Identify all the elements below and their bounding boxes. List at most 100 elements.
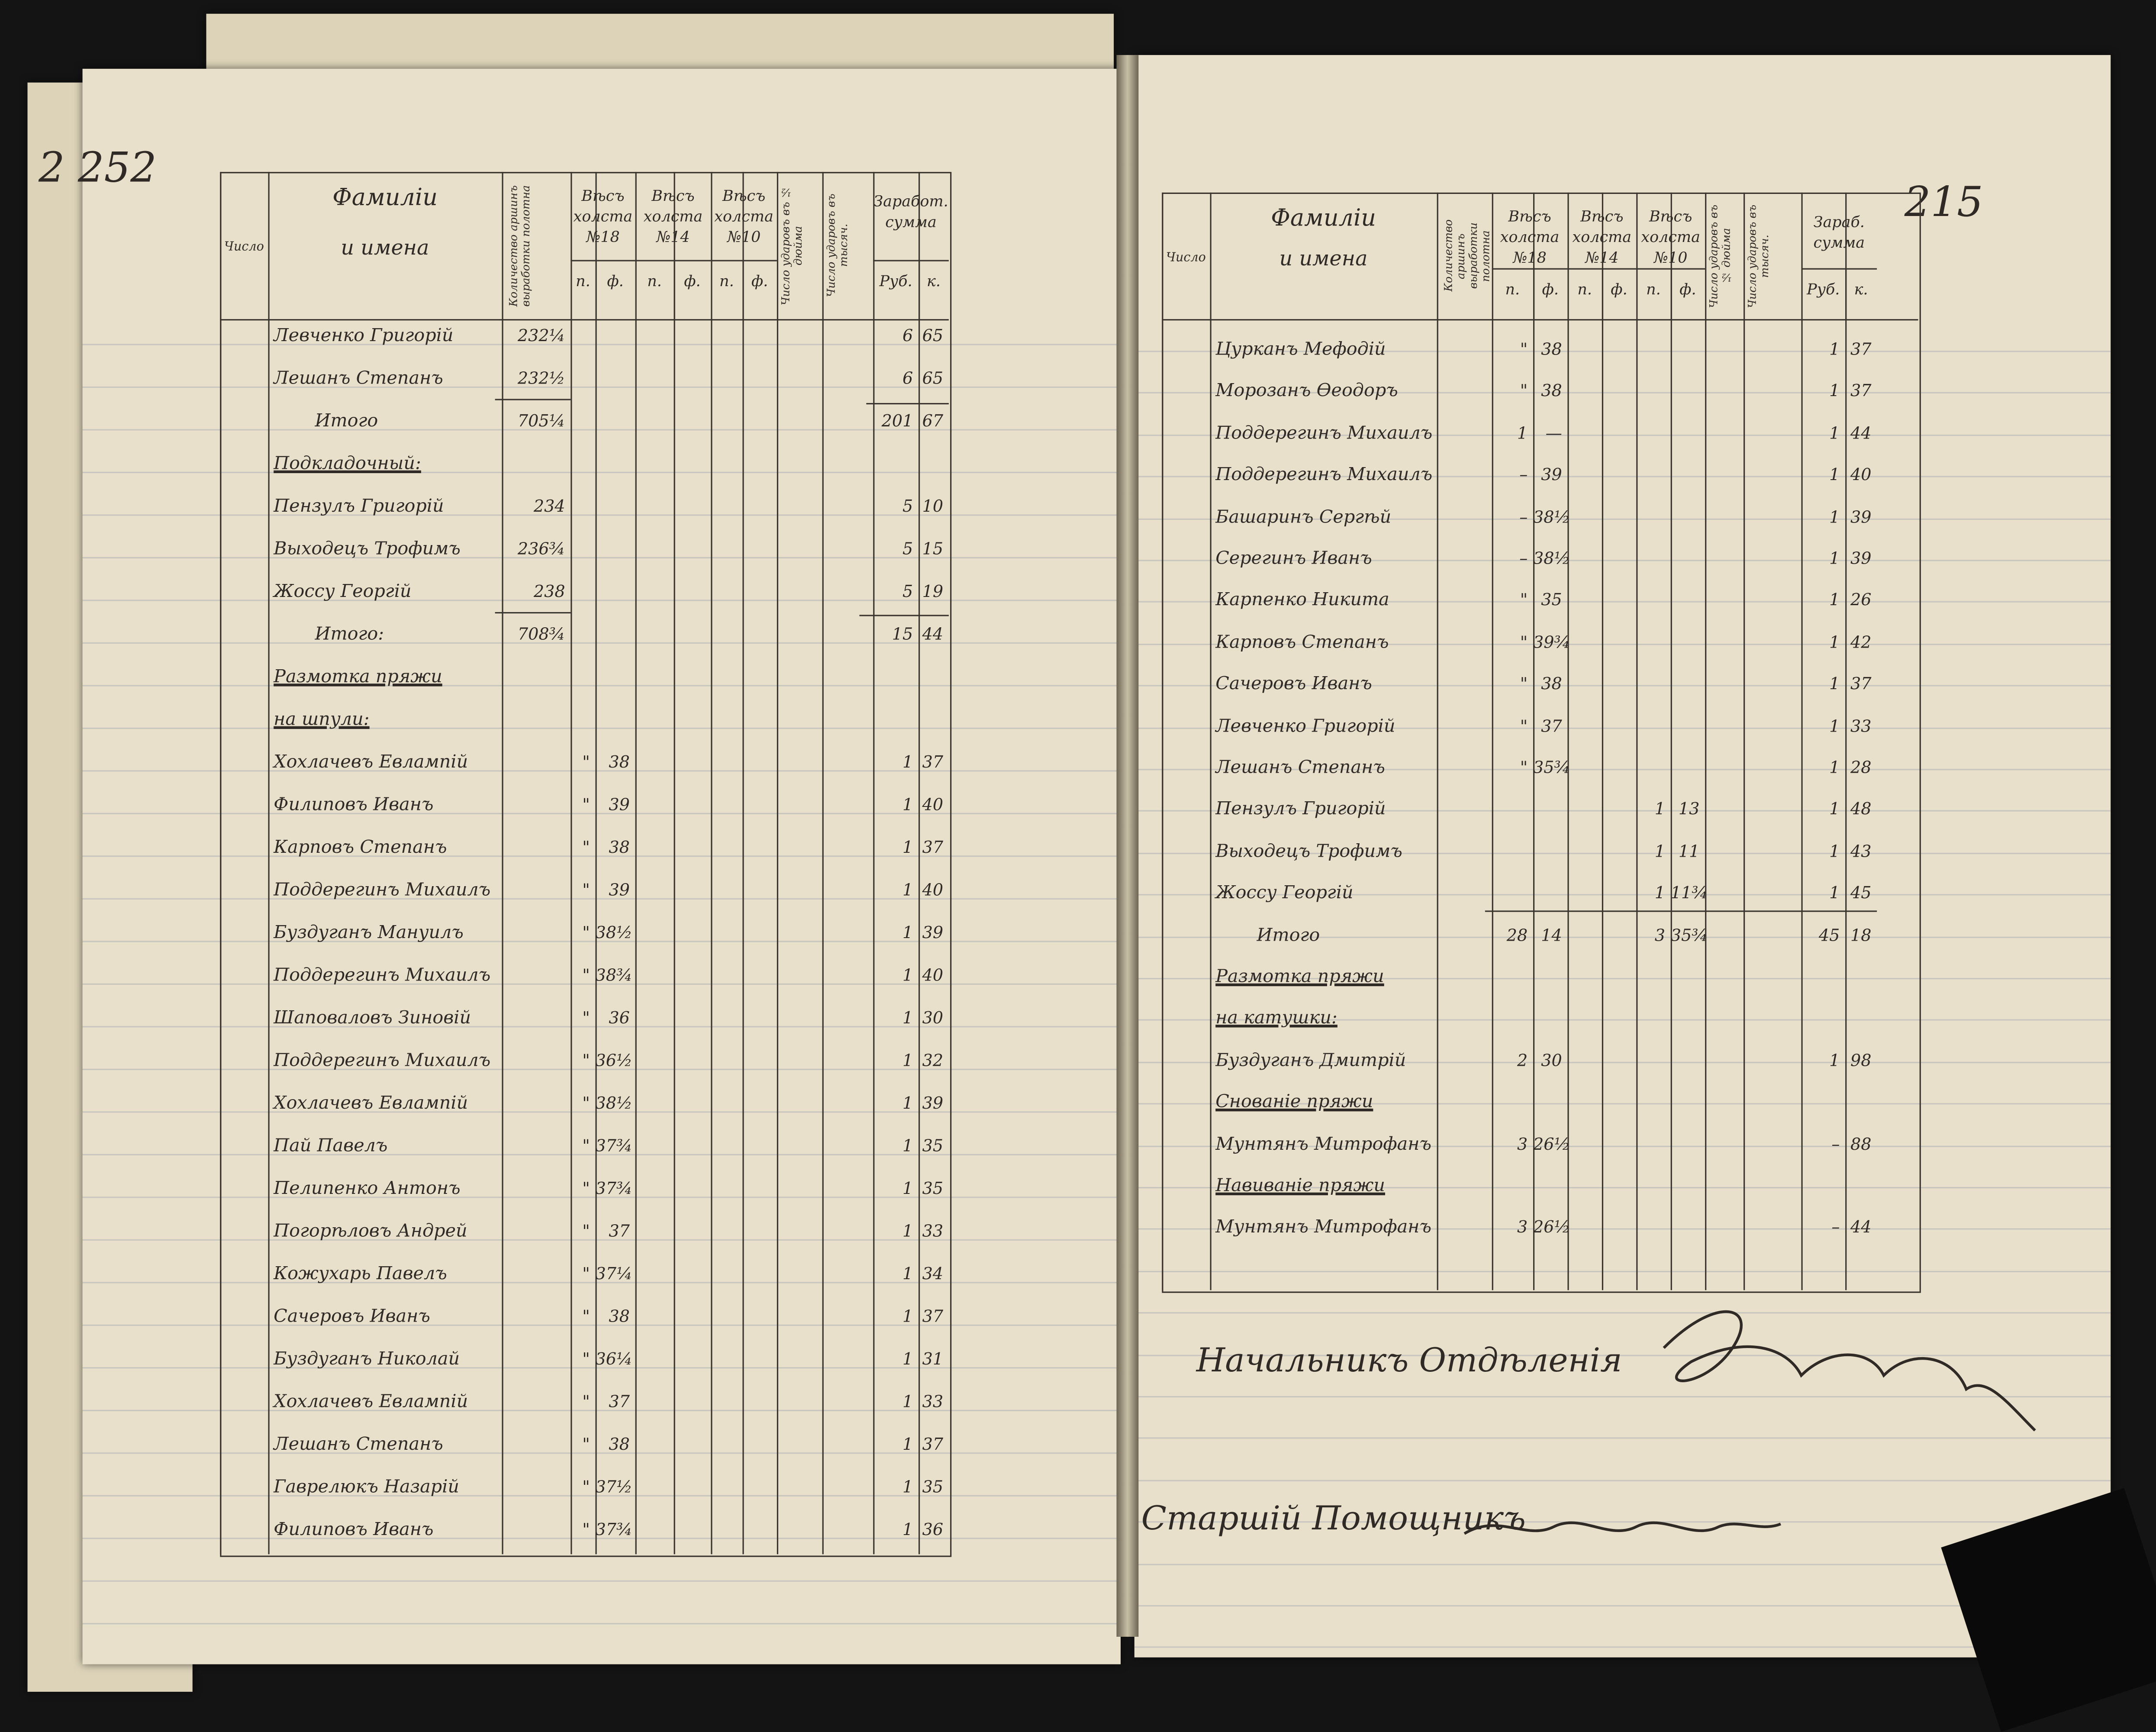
signature-assistant-label: Старшiй Помощникъ xyxy=(1141,1499,1526,1538)
left-page xyxy=(82,68,1121,1664)
column-rule xyxy=(1845,192,1847,1290)
column-rule xyxy=(1210,192,1212,1290)
subcolumn-rule xyxy=(918,260,920,319)
earnings-kop: 37 xyxy=(1850,381,1872,401)
earnings-rub: 1 xyxy=(902,1178,913,1198)
header-sub_p: п. xyxy=(1577,281,1592,299)
header-strikes-thousand: Число ударовъ въ тысяч. xyxy=(1746,204,1771,308)
earnings-rub: 1 xyxy=(902,795,913,814)
earnings-kop: 33 xyxy=(1850,716,1872,735)
weight18-funt: 26½ xyxy=(1533,1134,1570,1154)
arshin-value: 236¾ xyxy=(517,539,565,558)
earnings-rub: 1 xyxy=(1829,841,1840,861)
weight10-pud: 1 xyxy=(1654,883,1665,903)
ruled-line xyxy=(82,685,1121,687)
earnings-kop: 40 xyxy=(922,965,944,985)
weight18-funt: 30 xyxy=(1541,1050,1562,1070)
earnings-rub: 5 xyxy=(902,581,913,601)
ruled-line xyxy=(82,1367,1121,1369)
ruled-line xyxy=(82,898,1121,900)
weight18-pud: " xyxy=(582,1136,590,1155)
header-divider xyxy=(1162,319,1918,321)
earnings-rub: 1 xyxy=(902,1264,913,1284)
subheader-divider xyxy=(873,260,949,262)
weight18-pud: – xyxy=(1519,465,1528,485)
worker-name: Сачеровъ Иванъ xyxy=(274,1306,430,1328)
header-rub: Руб. xyxy=(879,272,912,291)
section-heading: на шпули: xyxy=(274,710,370,731)
ruled-line xyxy=(1134,936,2111,938)
weight18-pud: " xyxy=(1520,674,1528,693)
subcolumn-rule xyxy=(1602,268,1604,319)
weight18-pud: " xyxy=(582,922,590,942)
right-page xyxy=(1134,55,2111,1658)
earnings-kop: 19 xyxy=(922,581,944,601)
column-rule xyxy=(777,172,779,1555)
header-names: и имена xyxy=(341,235,429,260)
earnings-kop: 32 xyxy=(922,1051,944,1070)
weight18-funt: 38½ xyxy=(595,922,632,942)
earnings-rub: 1 xyxy=(902,1306,913,1326)
ruled-line xyxy=(1134,1563,2111,1565)
worker-name: Поддерегинъ Михаилъ xyxy=(1215,423,1433,444)
subheader-divider xyxy=(1492,268,1568,270)
ruled-line xyxy=(82,983,1121,985)
total-underline xyxy=(866,403,949,405)
earnings-rub: 1 xyxy=(902,1008,913,1028)
earnings-kop: 36 xyxy=(922,1519,944,1539)
earnings-rub: 1 xyxy=(902,1477,913,1497)
worker-name: Хохлачевъ Евлампiй xyxy=(274,1093,468,1114)
arshin-value: 705¼ xyxy=(517,411,565,431)
ruled-line xyxy=(1134,560,2111,561)
header-sub_p: п. xyxy=(647,272,662,291)
earnings-kop: 33 xyxy=(922,1221,944,1241)
ruled-line xyxy=(1134,518,2111,519)
weight18-pud: " xyxy=(582,1434,590,1454)
ruled-line xyxy=(1134,1145,2111,1147)
column-rule xyxy=(918,172,920,1555)
ruled-line xyxy=(82,1452,1121,1454)
total-underline xyxy=(1485,910,1877,912)
subcolumn-rule xyxy=(674,260,675,319)
worker-name: Филиповъ Иванъ xyxy=(274,1519,434,1541)
earnings-rub: 1 xyxy=(1829,758,1840,777)
earnings-rub: 1 xyxy=(1829,381,1840,401)
earnings-kop: 48 xyxy=(1850,800,1872,819)
earnings-kop: 39 xyxy=(1850,507,1872,526)
ruled-line xyxy=(82,344,1121,345)
section-heading: на катушки: xyxy=(1215,1009,1337,1029)
weight18-pud: " xyxy=(582,1519,590,1539)
header-arshin: Количество аршинъ выработки полотна xyxy=(1442,219,1492,292)
column-rule xyxy=(1567,192,1569,1290)
weight10-pud: 1 xyxy=(1654,800,1665,819)
header-arshin: Количество аршинъ выработки полотна xyxy=(507,184,532,306)
earnings-kop: 42 xyxy=(1850,632,1872,652)
earnings-kop: 34 xyxy=(922,1264,944,1284)
total-label: Итого: xyxy=(315,624,384,645)
weight18-funt: 38½ xyxy=(1533,548,1570,568)
weight18-funt: — xyxy=(1545,423,1562,443)
weight18-funt: 38 xyxy=(609,1434,630,1454)
earnings-rub: 201 xyxy=(881,411,913,431)
ruled-line xyxy=(82,1068,1121,1070)
earnings-kop: 26 xyxy=(1850,590,1872,610)
worker-name: Шаповаловъ Зиновiй xyxy=(274,1008,471,1029)
weight10-funt: 13 xyxy=(1678,800,1700,819)
folio-number-right: 215 xyxy=(1904,179,1983,227)
header-kop: к. xyxy=(1854,281,1868,299)
weight18-pud: " xyxy=(1520,716,1528,735)
weight18-pud: – xyxy=(1519,507,1528,526)
column-rule xyxy=(674,172,675,1555)
column-rule xyxy=(711,172,712,1555)
ruled-line xyxy=(82,770,1121,772)
ruled-line xyxy=(82,642,1121,644)
weight18-funt: 38¾ xyxy=(595,965,632,985)
worker-name: Хохлачевъ Евлампiй xyxy=(274,1392,468,1413)
header-strikes-half-inch: Число ударовъ въ ½ дюйма xyxy=(780,186,805,305)
earnings-kop: 67 xyxy=(922,411,944,431)
ruled-line xyxy=(1134,894,2111,896)
earnings-rub: 45 xyxy=(1818,925,1840,945)
earnings-kop: 40 xyxy=(1850,465,1872,485)
worker-name: Выходецъ Трофимъ xyxy=(1215,841,1402,862)
